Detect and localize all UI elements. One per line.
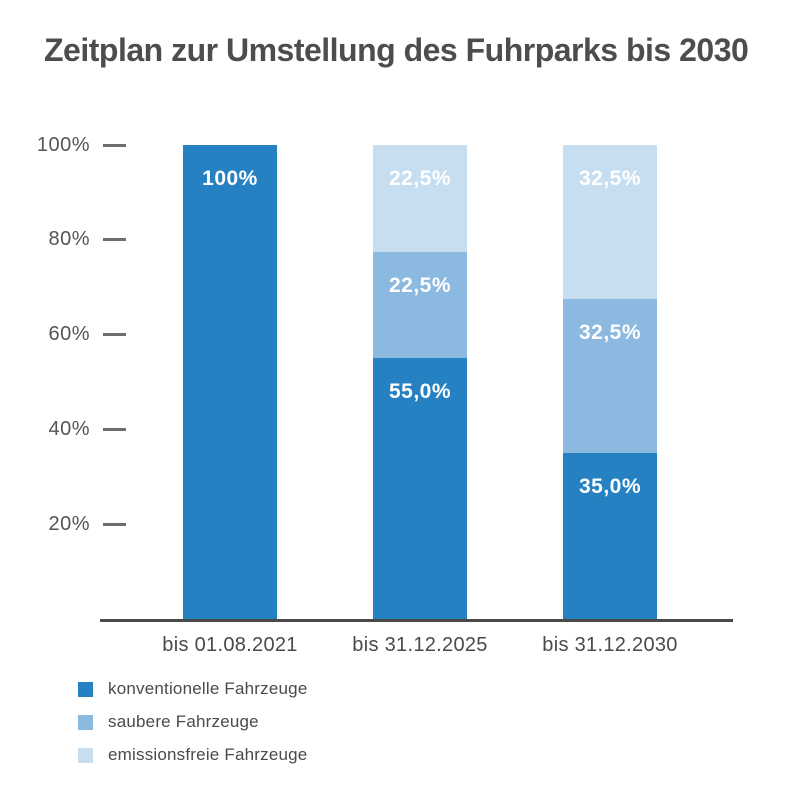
y-axis-tick: 60% [30, 323, 130, 347]
legend-item-label: konventionelle Fahrzeuge [108, 679, 308, 698]
bar-segment: 22,5% [373, 251, 467, 359]
bar-segment-label: 22,5% [388, 273, 452, 297]
legend-swatch [78, 681, 93, 697]
legend-swatch [78, 714, 93, 730]
y-axis-tick-label: 60% [48, 323, 90, 346]
y-axis-tick-dash [103, 238, 126, 242]
bar-segment: 32,5% [563, 299, 657, 454]
legend-swatch [78, 747, 93, 763]
bar-segment-label: 55,0% [388, 380, 452, 404]
y-axis-tick: 100% [30, 133, 130, 157]
bar-segment: 55,0% [373, 358, 467, 619]
bar-segment-label: 22,5% [388, 167, 452, 191]
x-axis-label: bis 31.12.2030 [542, 634, 678, 656]
legend-item: konventionelle Fahrzeuge [78, 679, 308, 698]
y-axis-tick: 40% [30, 417, 130, 441]
plot-area [100, 145, 733, 622]
stacked-bar: 32,5% 32,5% 35,0% [563, 145, 657, 619]
legend-item-label: emissionsfreie Fahrzeuge [108, 745, 308, 764]
chart-title: Zeitplan zur Umstellung des Fuhrparks bi… [44, 32, 749, 68]
legend-item: emissionsfreie Fahrzeuge [78, 745, 308, 764]
y-axis-tick-label: 20% [48, 512, 90, 535]
bar-segment: 32,5% [563, 145, 657, 300]
bar-segment-label: 32,5% [578, 321, 642, 345]
y-axis-tick: 80% [30, 228, 130, 252]
y-axis-tick-dash [103, 143, 126, 147]
bar-segment: 100% [183, 145, 277, 619]
x-axis-label: bis 01.08.2021 [162, 634, 298, 656]
bar-segment-label: 32,5% [578, 167, 642, 191]
y-axis-tick: 20% [30, 512, 130, 536]
y-axis-tick-dash [103, 333, 126, 337]
stacked-bar: 100% [183, 145, 277, 619]
x-axis-line [100, 619, 733, 622]
y-axis-tick-dash [103, 427, 126, 431]
bar-segment: 22,5% [373, 145, 467, 252]
legend-item: saubere Fahrzeuge [78, 712, 259, 731]
stacked-bar: 22,5% 22,5% 55,0% [373, 145, 467, 619]
y-axis-tick-label: 100% [36, 133, 90, 156]
legend-item-label: saubere Fahrzeuge [108, 712, 259, 731]
y-axis-tick-label: 40% [48, 417, 90, 440]
bar-segment-label: 35,0% [578, 475, 642, 499]
y-axis-tick-dash [103, 522, 126, 526]
x-axis-label: bis 31.12.2025 [352, 634, 488, 656]
y-axis-tick-label: 80% [48, 228, 90, 251]
bar-segment: 35,0% [563, 453, 657, 619]
bar-segment-label: 100% [202, 167, 258, 190]
